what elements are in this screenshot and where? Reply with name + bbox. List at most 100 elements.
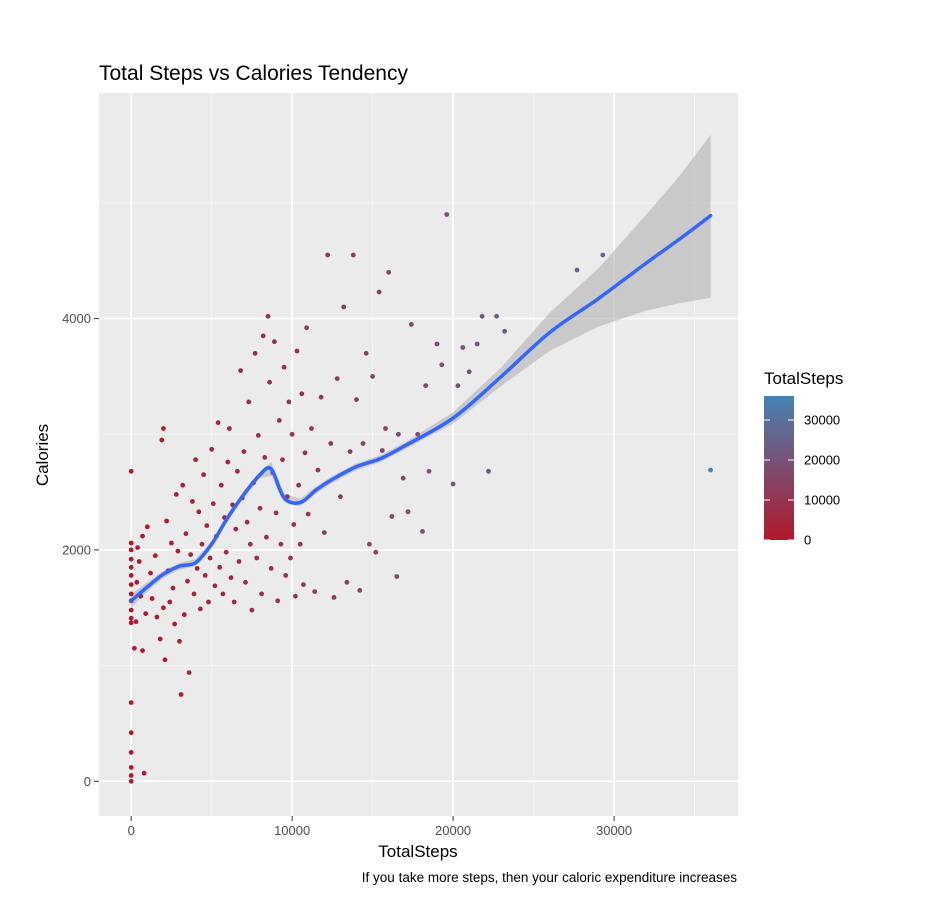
data-point bbox=[281, 364, 287, 370]
data-point bbox=[249, 607, 255, 613]
data-point bbox=[180, 482, 186, 488]
data-point bbox=[128, 547, 134, 553]
data-point bbox=[439, 362, 445, 368]
data-point bbox=[225, 459, 231, 465]
data-point bbox=[144, 524, 150, 530]
data-point bbox=[223, 549, 229, 555]
data-point bbox=[455, 383, 461, 389]
data-point bbox=[305, 511, 311, 517]
data-point bbox=[420, 529, 425, 534]
x-axis: 0 10000 20000 30000 bbox=[128, 816, 632, 838]
data-point bbox=[400, 475, 406, 481]
data-point bbox=[128, 700, 134, 705]
data-point bbox=[291, 522, 297, 527]
chart-title: Total Steps vs Calories Tendency bbox=[99, 62, 408, 85]
legend-break-label: 30000 bbox=[804, 413, 840, 428]
data-point bbox=[128, 620, 134, 626]
data-point bbox=[152, 553, 158, 559]
data-point bbox=[338, 494, 343, 500]
data-point bbox=[231, 599, 237, 605]
data-point bbox=[183, 531, 189, 537]
legend-break-label: 20000 bbox=[804, 453, 840, 468]
y-axis: 0 2000 4000 bbox=[62, 311, 99, 789]
data-point bbox=[243, 579, 248, 585]
data-point bbox=[294, 348, 300, 354]
data-point bbox=[262, 455, 268, 460]
data-point bbox=[373, 549, 379, 555]
data-point bbox=[309, 426, 314, 431]
data-point bbox=[289, 431, 295, 437]
data-point bbox=[210, 501, 216, 507]
data-point bbox=[574, 267, 580, 273]
data-point bbox=[218, 482, 224, 488]
data-point bbox=[209, 446, 215, 452]
data-point bbox=[405, 509, 411, 515]
data-point bbox=[128, 778, 134, 784]
data-point bbox=[415, 431, 421, 437]
data-point bbox=[185, 578, 190, 584]
data-point bbox=[177, 638, 182, 644]
data-point bbox=[450, 481, 456, 487]
data-point bbox=[128, 540, 134, 546]
x-tick-label: 20000 bbox=[435, 823, 471, 838]
data-point bbox=[260, 333, 266, 339]
data-point bbox=[383, 426, 388, 431]
data-point bbox=[486, 468, 491, 474]
data-point bbox=[466, 369, 472, 375]
data-point bbox=[370, 374, 375, 379]
data-point bbox=[363, 350, 369, 356]
x-axis-title: TotalSteps bbox=[378, 842, 457, 861]
data-point bbox=[244, 519, 250, 525]
data-point bbox=[188, 552, 194, 557]
data-point bbox=[344, 579, 350, 585]
data-point bbox=[434, 341, 440, 347]
data-point bbox=[331, 595, 337, 600]
data-point bbox=[304, 325, 309, 331]
data-point bbox=[204, 523, 210, 528]
data-point bbox=[140, 533, 145, 539]
data-point bbox=[132, 645, 137, 651]
data-point bbox=[169, 540, 174, 546]
data-point bbox=[394, 574, 400, 579]
data-point bbox=[207, 555, 213, 561]
data-point bbox=[408, 322, 414, 327]
x-tick-label: 0 bbox=[128, 823, 135, 838]
data-point bbox=[376, 289, 382, 295]
data-point bbox=[206, 599, 211, 605]
data-point bbox=[494, 313, 499, 319]
legend-title: TotalSteps bbox=[764, 369, 843, 388]
data-point bbox=[426, 468, 432, 474]
data-point bbox=[275, 598, 281, 604]
data-point bbox=[354, 397, 359, 402]
data-point bbox=[238, 368, 244, 373]
data-point bbox=[128, 564, 134, 570]
x-tick-label: 10000 bbox=[274, 823, 310, 838]
data-point bbox=[190, 499, 195, 504]
data-point bbox=[357, 588, 363, 593]
legend-ticks: 0 10000 20000 30000 bbox=[764, 413, 840, 548]
data-point bbox=[133, 619, 139, 625]
data-point bbox=[128, 730, 134, 736]
data-point bbox=[379, 448, 385, 453]
data-point bbox=[273, 510, 279, 516]
data-point bbox=[272, 339, 277, 345]
data-point bbox=[257, 505, 263, 511]
data-point bbox=[128, 591, 134, 597]
data-point bbox=[196, 509, 202, 515]
data-point bbox=[334, 376, 340, 382]
data-point bbox=[173, 492, 179, 497]
data-point bbox=[280, 457, 285, 463]
data-point bbox=[128, 615, 134, 621]
data-point bbox=[199, 541, 205, 547]
data-point bbox=[215, 420, 221, 426]
data-point bbox=[241, 449, 247, 454]
data-point bbox=[502, 328, 507, 334]
data-point bbox=[128, 556, 134, 562]
data-point bbox=[128, 750, 134, 755]
data-point bbox=[227, 426, 232, 431]
data-point bbox=[217, 564, 223, 570]
data-point bbox=[164, 518, 170, 524]
data-point bbox=[140, 648, 145, 653]
data-point bbox=[268, 566, 274, 571]
data-point bbox=[278, 541, 284, 547]
